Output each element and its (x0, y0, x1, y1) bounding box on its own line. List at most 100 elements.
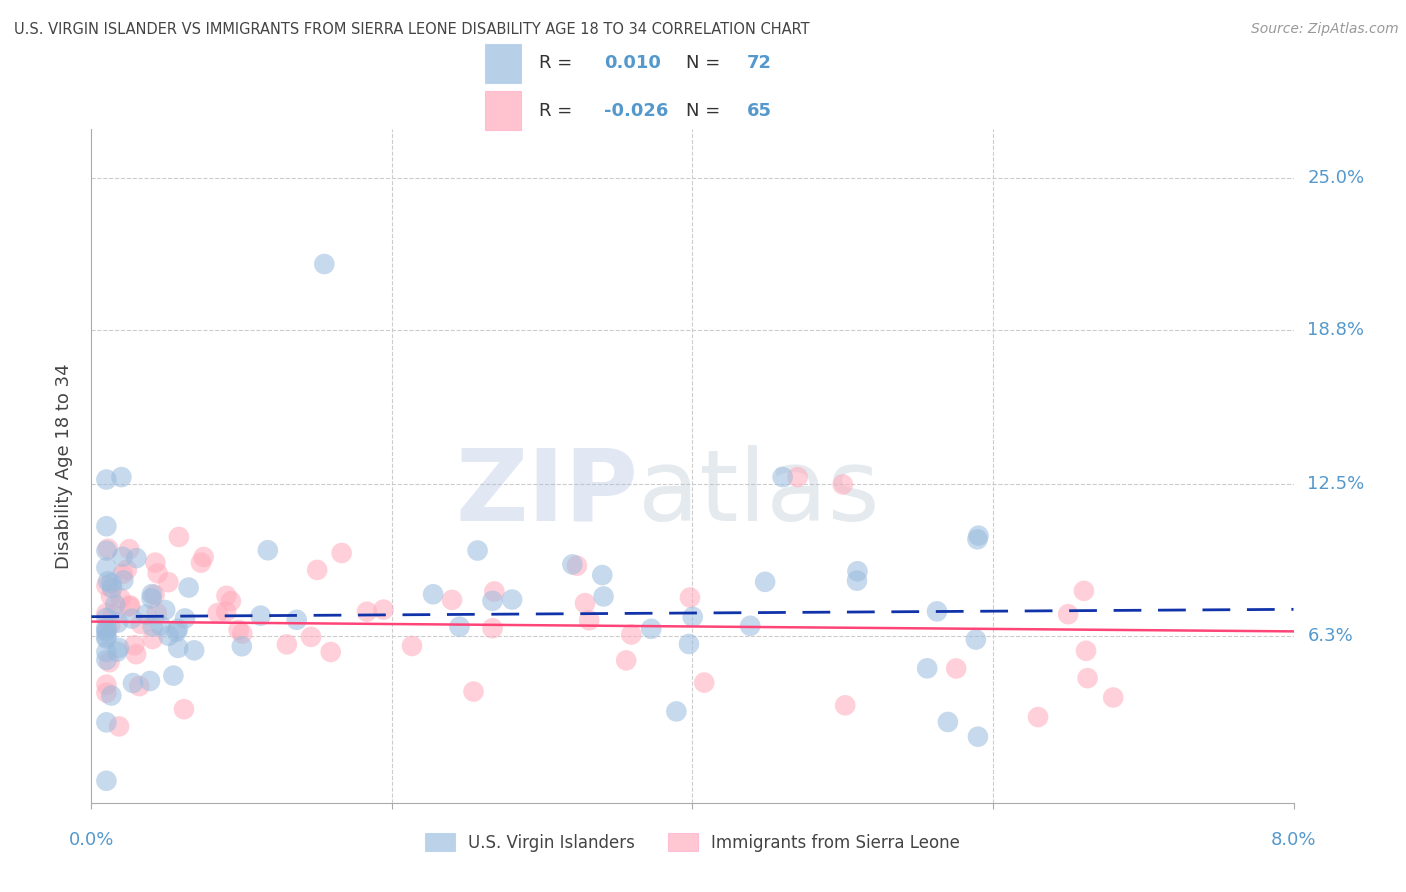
Point (834, 698, 856, 713)
Point (122, 676, 145, 690)
Point (177, 581, 200, 595)
Point (679, 591, 702, 605)
Point (463, 684, 485, 698)
Point (614, 653, 637, 667)
Point (299, 630, 322, 644)
Point (96, 715, 118, 730)
Point (162, 668, 184, 682)
Point (565, 558, 588, 573)
Text: -0.026: -0.026 (603, 102, 668, 120)
Point (125, 551, 148, 566)
Point (831, 477, 853, 491)
Point (96, 620, 118, 634)
Point (104, 598, 127, 612)
Point (307, 563, 329, 577)
Point (111, 549, 134, 564)
Point (97, 574, 120, 589)
Point (96, 653, 118, 667)
Point (965, 632, 987, 647)
Point (1057, 607, 1080, 622)
Point (125, 647, 148, 661)
Point (105, 645, 128, 659)
Text: R =: R = (538, 102, 578, 120)
Point (121, 612, 143, 626)
Point (772, 470, 794, 484)
Point (167, 622, 190, 636)
Point (620, 627, 643, 641)
Point (98, 655, 121, 669)
Text: 8.0%: 8.0% (1271, 830, 1316, 848)
Point (120, 599, 142, 613)
Point (111, 566, 134, 581)
Point (143, 556, 166, 570)
Point (96, 579, 118, 593)
Point (422, 587, 444, 601)
Point (100, 589, 122, 603)
Point (967, 528, 990, 542)
Point (129, 616, 152, 631)
Y-axis label: Disability Age 18 to 34: Disability Age 18 to 34 (55, 363, 73, 569)
Point (678, 637, 700, 651)
Point (118, 542, 141, 557)
Point (467, 543, 489, 558)
Point (319, 645, 342, 659)
Point (166, 624, 188, 639)
Point (249, 608, 271, 623)
Point (401, 639, 423, 653)
Point (207, 606, 229, 620)
Point (373, 602, 395, 616)
Point (96, 624, 118, 638)
Text: Source: ZipAtlas.com: Source: ZipAtlas.com (1251, 22, 1399, 37)
Point (440, 593, 463, 607)
Point (481, 621, 503, 635)
Point (139, 673, 162, 688)
Point (124, 638, 146, 652)
Point (1077, 671, 1099, 685)
Text: atlas: atlas (638, 444, 880, 541)
Point (314, 257, 336, 271)
Point (141, 591, 163, 606)
Point (143, 588, 166, 602)
Text: 72: 72 (747, 54, 772, 72)
Text: U.S. VIRGIN ISLANDER VS IMMIGRANTS FROM SIERRA LEONE DISABILITY AGE 18 TO 34 COR: U.S. VIRGIN ISLANDER VS IMMIGRANTS FROM … (14, 22, 810, 37)
Text: 25.0%: 25.0% (1308, 169, 1365, 187)
Point (167, 530, 190, 544)
Text: 12.5%: 12.5% (1308, 475, 1365, 493)
Point (157, 575, 180, 590)
Point (1073, 583, 1095, 598)
Point (145, 606, 167, 620)
Text: 65: 65 (747, 102, 772, 120)
Point (173, 702, 195, 716)
Point (215, 605, 238, 619)
Point (98, 618, 121, 632)
Point (945, 661, 967, 675)
Point (96, 473, 118, 487)
Point (107, 615, 129, 630)
Point (96, 678, 118, 692)
Point (640, 622, 662, 636)
Point (591, 568, 613, 582)
Point (141, 587, 163, 601)
Point (740, 619, 762, 633)
Point (330, 546, 353, 560)
Text: N =: N = (686, 54, 725, 72)
Point (97, 541, 120, 556)
Text: 18.8%: 18.8% (1308, 321, 1364, 339)
Point (118, 599, 141, 614)
Text: 6.3%: 6.3% (1308, 627, 1353, 645)
Point (846, 574, 869, 588)
Point (96, 519, 118, 533)
Point (231, 626, 253, 640)
Point (665, 705, 688, 719)
Point (112, 573, 135, 587)
Point (96, 686, 118, 700)
Point (285, 613, 308, 627)
Point (578, 613, 600, 627)
Point (356, 605, 378, 619)
Point (96, 611, 118, 625)
Point (157, 629, 180, 643)
Point (215, 589, 238, 603)
Point (754, 574, 776, 589)
Point (925, 604, 948, 618)
Point (256, 543, 278, 558)
